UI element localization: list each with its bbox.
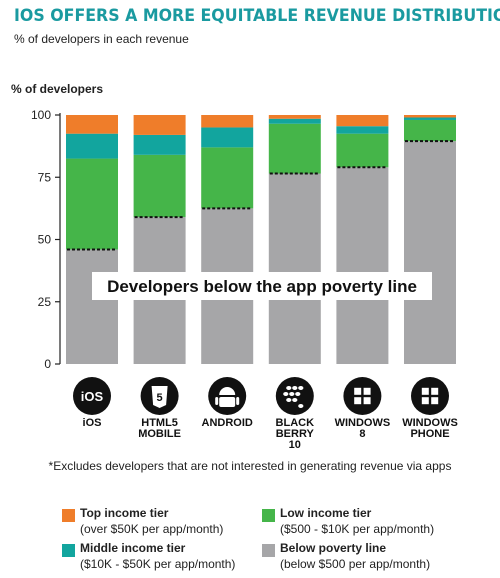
html5-shield-glyph bbox=[151, 386, 168, 408]
android-head-glyph bbox=[219, 387, 236, 395]
legend: Top income tier (over $50K per app/month)… bbox=[0, 500, 500, 578]
bar-segment-low-income-tier bbox=[336, 133, 389, 168]
android-icon bbox=[208, 377, 247, 415]
bar-segment-below-poverty-line bbox=[66, 249, 118, 364]
bar-segment-low-income-tier bbox=[66, 158, 118, 250]
blackberry-dot-glyph bbox=[292, 386, 298, 390]
legend-description: ($10K - $50K per app/month) bbox=[80, 557, 236, 571]
legend-description: (over $50K per app/month) bbox=[80, 522, 224, 536]
android-arm-glyph bbox=[236, 397, 240, 405]
windows-pane-glyph bbox=[354, 387, 362, 395]
bar-segment-low-income-tier bbox=[133, 154, 186, 218]
bar-segment-low-income-tier bbox=[268, 123, 321, 174]
category-label: PHONE bbox=[410, 428, 449, 440]
bar-segment-top-income-tier bbox=[268, 115, 321, 119]
category-label: WINDOWS bbox=[335, 417, 391, 429]
bar-segment-middle-income-tier bbox=[268, 118, 321, 124]
blackberry-dot-glyph bbox=[286, 386, 292, 390]
windows-pane-glyph bbox=[431, 387, 439, 395]
windows-pane-glyph bbox=[363, 387, 371, 395]
android-body-glyph bbox=[219, 397, 236, 407]
footnote: *Excludes developers that are not intere… bbox=[48, 459, 452, 473]
bar-segment-middle-income-tier bbox=[336, 126, 389, 134]
blackberry-dot-glyph bbox=[289, 392, 295, 396]
legend-label: Top income tier bbox=[80, 506, 169, 520]
y-tick-label: 25 bbox=[38, 295, 52, 309]
bar-segment-below-poverty-line bbox=[268, 173, 321, 364]
windows-pane-glyph bbox=[421, 387, 429, 395]
legend-swatch bbox=[62, 544, 75, 557]
category-label: MOBILE bbox=[138, 428, 181, 440]
blackberry-dot-glyph bbox=[286, 398, 292, 402]
blackberry-dot-glyph bbox=[295, 392, 301, 396]
annotation-box bbox=[92, 272, 432, 300]
legend-swatch bbox=[262, 509, 275, 522]
category-label: ANDROID bbox=[202, 417, 253, 429]
legend-swatch bbox=[62, 509, 75, 522]
bar-segment-below-poverty-line bbox=[336, 167, 389, 364]
annotation-text: Developers below the app poverty line bbox=[107, 277, 417, 296]
bar-segment-top-income-tier bbox=[201, 115, 254, 128]
y-tick-label: 0 bbox=[44, 357, 51, 371]
stacked-bar-chart: 0 25 50 75 100 Developers below the app pover… bbox=[31, 108, 458, 451]
bar-segment-top-income-tier bbox=[404, 115, 456, 118]
bar-segment-top-income-tier bbox=[66, 115, 118, 134]
category-label: 8 bbox=[359, 428, 365, 440]
bar-segment-low-income-tier bbox=[201, 147, 254, 209]
windows-8-icon bbox=[343, 377, 382, 415]
y-tick-label: 75 bbox=[38, 170, 52, 184]
android-arm-glyph bbox=[215, 397, 219, 405]
ios-icon-glyph: iOS bbox=[81, 389, 104, 404]
bar-segment-below-poverty-line bbox=[404, 141, 456, 364]
legend-item: Middle income tier ($10K - $50K per app/m… bbox=[62, 540, 292, 574]
category-label: WINDOWS bbox=[402, 417, 458, 429]
legend-description: (below $500 per app/month) bbox=[280, 557, 431, 571]
html5-five-glyph: 5 bbox=[157, 392, 163, 404]
blackberry-icon bbox=[275, 377, 314, 415]
blackberry-dot-glyph bbox=[298, 404, 304, 408]
bar-segment-top-income-tier bbox=[336, 115, 389, 127]
legend-label: Low income tier bbox=[280, 506, 372, 520]
legend-description: ($500 - $10K per app/month) bbox=[280, 522, 435, 536]
legend-item: Top income tier (over $50K per app/month) bbox=[62, 505, 292, 539]
legend-label: Below poverty line bbox=[280, 541, 387, 555]
legend-swatch bbox=[262, 544, 275, 557]
chart-subtitle: % of developers in each revenue bbox=[14, 32, 189, 46]
y-axis-label: % of developers bbox=[11, 82, 104, 96]
category-label: iOS bbox=[83, 417, 102, 429]
bar-segment-low-income-tier bbox=[404, 119, 456, 142]
ios-icon bbox=[73, 377, 111, 415]
y-tick-label: 100 bbox=[31, 108, 51, 122]
bar-segment-middle-income-tier bbox=[133, 134, 186, 155]
category-label: HTML5 bbox=[141, 417, 178, 429]
windows-pane-glyph bbox=[363, 397, 371, 405]
legend-item: Low income tier ($500 - $10K per app/mont… bbox=[262, 505, 492, 539]
bar-segment-top-income-tier bbox=[133, 115, 186, 135]
legend-label: Middle income tier bbox=[80, 541, 186, 555]
bar-segment-middle-income-tier bbox=[404, 117, 456, 120]
windows-pane-glyph bbox=[354, 397, 362, 405]
blackberry-dot-glyph bbox=[283, 392, 289, 396]
windows-phone-icon bbox=[411, 377, 449, 415]
category-label: 10 bbox=[289, 439, 301, 451]
category-label: BLACK bbox=[276, 417, 315, 429]
legend-item: Below poverty line (below $500 per app/mo… bbox=[262, 540, 492, 574]
y-tick-label: 50 bbox=[38, 233, 52, 247]
bar-segment-middle-income-tier bbox=[201, 127, 254, 148]
chart-title: IOS OFFERS A MORE EQUITABLE REVENUE DIST… bbox=[14, 6, 500, 26]
blackberry-dot-glyph bbox=[298, 386, 304, 390]
windows-pane-glyph bbox=[431, 397, 439, 405]
blackberry-dot-glyph bbox=[292, 398, 298, 402]
bar-segment-middle-income-tier bbox=[66, 133, 118, 159]
windows-pane-glyph bbox=[421, 397, 429, 405]
category-label: BERRY bbox=[276, 428, 315, 440]
